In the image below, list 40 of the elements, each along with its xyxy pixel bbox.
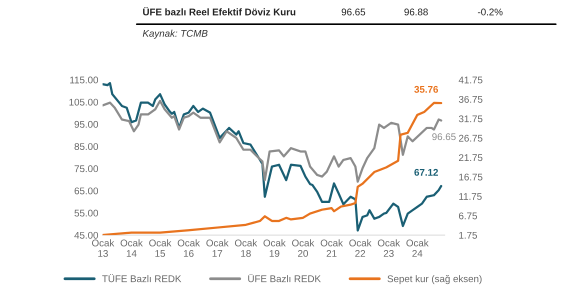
x-tick-label: Ocak 14 <box>120 239 143 257</box>
x-tick-label: Ocak 17 <box>206 239 229 257</box>
text: 96.65 <box>342 8 366 16</box>
text: 96.88 <box>404 8 428 16</box>
x-tick-label: Ocak 24 <box>406 239 429 257</box>
x-tick-label: Ocak 20 <box>292 239 314 257</box>
y2-tick-label: 41.75 <box>458 76 482 84</box>
y2-tick-label: 6.75 <box>458 212 478 220</box>
y2-tick-label: 11.75 <box>459 193 482 200</box>
y-tick-label: 115.00 <box>70 76 98 84</box>
data-label: 67.12 <box>414 168 438 176</box>
text: -0.2% <box>478 8 503 16</box>
y-tick-label: 55.00 <box>74 210 98 217</box>
y-tick-label: 45.00 <box>74 232 98 239</box>
x-tick-label: Ocak 23 <box>378 239 400 257</box>
x-tick-label: Ocak 13 <box>92 239 114 257</box>
y2-tick-label: 1.75 <box>459 232 478 239</box>
y-tick-label: 85.00 <box>74 143 98 150</box>
y-tick-label: 65.00 <box>74 187 98 194</box>
y-tick-label: 95.00 <box>74 120 98 128</box>
y2-tick-label: 21.75 <box>458 154 482 162</box>
y-tick-label: 105.00 <box>69 98 98 106</box>
data-label: 96.65 <box>432 133 456 140</box>
y2-tick-label: 36.75 <box>458 96 482 103</box>
x-tick-label: Ocak 15 <box>149 239 172 257</box>
legend-label: TÜFE Bazlı REDK <box>102 274 182 282</box>
y2-tick-label: 16.75 <box>459 174 482 180</box>
legend-label: ÜFE Bazlı REDK <box>248 274 321 282</box>
x-tick-label: Ocak 18 <box>234 239 258 257</box>
text: ÜFE bazlı Reel Efektif Döviz Kuru <box>143 7 296 16</box>
y2-tick-label: 31.75 <box>458 115 482 122</box>
x-tick-label: Ocak 22 <box>349 239 372 257</box>
y-tick-label: 75.00 <box>74 165 98 172</box>
x-tick-label: Ocak 21 <box>320 239 343 257</box>
y2-tick-label: 26.75 <box>458 134 482 142</box>
x-tick-label: Ocak 16 <box>178 239 200 257</box>
data-label: 35.76 <box>414 86 438 93</box>
text: Kaynak: TCMB <box>142 30 208 39</box>
legend-label: Sepet kur (sağ eksen) <box>388 274 482 284</box>
x-tick-label: Ocak 19 <box>264 239 286 257</box>
